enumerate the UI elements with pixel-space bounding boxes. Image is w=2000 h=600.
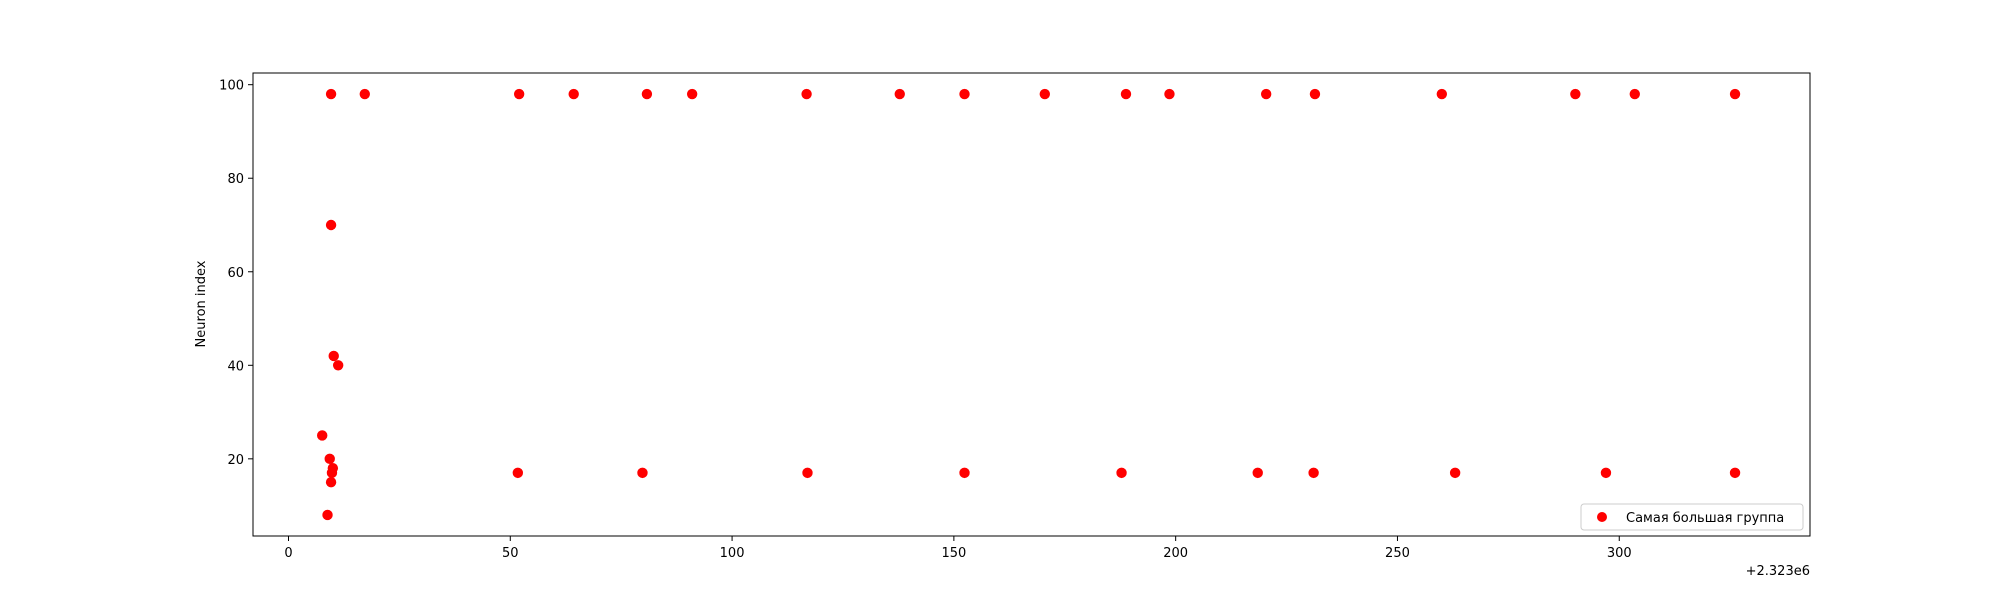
data-point: [802, 467, 813, 479]
x-tick-label: 150: [941, 546, 966, 561]
data-point: [959, 467, 970, 479]
plot-frame: [252, 72, 1811, 537]
data-point: [325, 88, 337, 100]
x-tick-label: 100: [720, 546, 745, 561]
x-tick-label: 200: [1163, 546, 1188, 561]
x-offset-label: +2.323e6: [1746, 564, 1810, 579]
data-point: [568, 88, 579, 100]
legend-marker: [1597, 512, 1607, 522]
legend-label: Самая большая группа: [1626, 511, 1784, 526]
x-axis: 0 50 100 150 200 250 300: [284, 536, 1632, 561]
data-point: [959, 88, 970, 100]
data-point: [1039, 88, 1051, 100]
data-point: [1309, 88, 1321, 100]
y-tick-label: 40: [227, 359, 244, 374]
data-point: [359, 88, 370, 100]
y-tick-label: 80: [227, 172, 244, 187]
data-point: [1260, 88, 1272, 100]
x-tick-label: 300: [1607, 546, 1632, 561]
y-tick-label: 100: [219, 79, 244, 94]
data-point: [1570, 88, 1581, 100]
data-point: [686, 88, 698, 100]
data-point: [1164, 88, 1175, 100]
data-point: [1308, 467, 1319, 479]
y-tick-label: 60: [227, 266, 244, 281]
data-point: [641, 88, 653, 100]
x-tick-label: 250: [1385, 546, 1410, 561]
data-point: [801, 88, 812, 100]
data-point: [317, 430, 328, 441]
data-point: [637, 467, 648, 479]
data-point: [1436, 88, 1448, 100]
legend-box: [1580, 503, 1804, 531]
data-point: [332, 360, 344, 371]
x-tick-label: 0: [284, 546, 292, 561]
data-point: [1120, 88, 1132, 100]
y-axis-label: Neuron index: [194, 260, 209, 347]
y-tick-label: 20: [227, 453, 244, 468]
y-axis: 20 40 60 80 100: [219, 79, 253, 468]
series-marks: [317, 88, 1741, 521]
data-point: [1629, 88, 1640, 100]
data-point: [1116, 467, 1127, 479]
data-point: [325, 219, 337, 231]
x-tick-label: 50: [502, 546, 519, 561]
data-point: [328, 350, 339, 362]
data-point: [1729, 88, 1741, 100]
data-point: [324, 453, 335, 465]
legend: Самая большая группа: [1580, 503, 1804, 531]
data-point: [325, 477, 337, 488]
data-point: [1252, 467, 1263, 479]
data-point: [326, 467, 338, 479]
data-point: [894, 88, 905, 100]
data-point: [513, 88, 525, 100]
data-point: [322, 509, 333, 521]
data-point: [512, 467, 524, 479]
data-point: [1729, 467, 1741, 479]
data-point: [1600, 467, 1612, 479]
data-point: [1449, 467, 1461, 479]
